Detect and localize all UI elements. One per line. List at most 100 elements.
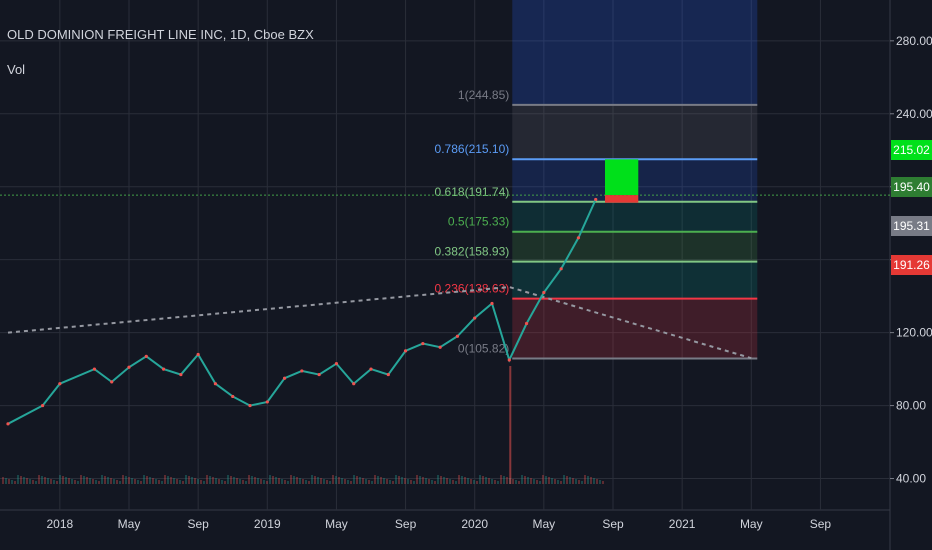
volume-bar xyxy=(512,479,514,484)
volume-bar xyxy=(5,478,7,484)
volume-bar xyxy=(377,476,379,484)
volume-bar xyxy=(578,480,580,484)
volume-bar xyxy=(161,481,163,484)
volume-bar xyxy=(491,479,493,484)
volume-bar xyxy=(521,475,523,484)
volume-bar xyxy=(569,477,571,484)
volume-bar xyxy=(380,477,382,484)
volume-bar xyxy=(335,476,337,484)
volume-bar xyxy=(248,475,250,484)
price-tag: 191.26 xyxy=(891,255,932,275)
price-point xyxy=(369,367,373,371)
volume-bar xyxy=(344,479,346,484)
volume-bar xyxy=(188,476,190,484)
volume-bar xyxy=(518,481,520,484)
volume-bar xyxy=(293,476,295,484)
volume-bar xyxy=(281,479,283,484)
fib-level-label: 0.5(175.33) xyxy=(448,215,509,229)
volume-bar xyxy=(14,481,16,484)
volume-bar xyxy=(398,476,400,484)
volume-bar xyxy=(572,478,574,484)
volume-bar xyxy=(44,477,46,484)
volume-bar xyxy=(128,477,130,484)
volume-bar xyxy=(413,481,415,484)
price-point xyxy=(403,349,408,353)
price-point xyxy=(127,365,131,369)
x-tick-label: 2018 xyxy=(47,517,74,531)
stop-box xyxy=(605,195,639,203)
volume-bar xyxy=(374,475,376,484)
volume-bar xyxy=(395,475,397,484)
x-tick-label: May xyxy=(740,517,763,531)
volume-bar xyxy=(482,476,484,484)
volume-bar xyxy=(428,479,430,484)
price-point xyxy=(248,403,252,408)
price-point xyxy=(92,367,97,371)
price-point xyxy=(196,352,200,357)
volume-bar xyxy=(101,475,103,484)
volume-bar xyxy=(455,481,457,484)
price-point xyxy=(265,400,269,404)
volume-bar xyxy=(284,480,286,484)
price-tag: 195.40 xyxy=(891,177,932,197)
volume-bar xyxy=(221,480,223,484)
volume-bar xyxy=(530,478,532,484)
fib-level-label: 0.236(138.63) xyxy=(435,282,510,296)
volume-bar xyxy=(83,476,85,484)
y-tick-label: 120.00 xyxy=(896,326,932,340)
volume-bar xyxy=(68,478,70,484)
volume-bar xyxy=(263,480,265,484)
fib-level-label: 1(244.85) xyxy=(458,88,509,102)
volume-bar xyxy=(602,481,604,484)
volume-bar xyxy=(269,475,271,484)
volume-bar xyxy=(251,476,253,484)
volume-bar xyxy=(299,478,301,484)
volume-bar xyxy=(95,480,97,484)
volume-bar xyxy=(260,479,262,484)
volume-bar xyxy=(152,478,154,484)
volume-bar xyxy=(209,476,211,484)
volume-bar xyxy=(596,479,598,484)
volume-bar xyxy=(218,479,220,484)
volume-bar xyxy=(317,477,319,484)
volume-bar xyxy=(41,476,43,484)
volume-bar xyxy=(110,478,112,484)
volume-bar xyxy=(230,476,232,484)
volume-bar xyxy=(227,475,229,484)
volume-bar xyxy=(338,477,340,484)
volume-bar xyxy=(587,476,589,484)
price-point xyxy=(6,422,10,426)
fib-level-label: 0.618(191.74) xyxy=(435,185,510,199)
volume-bar xyxy=(146,476,148,484)
volume-bar xyxy=(32,480,34,484)
volume-bar xyxy=(107,477,109,484)
volume-bar xyxy=(23,477,25,484)
volume-spike-bar xyxy=(509,366,512,484)
price-point xyxy=(542,290,546,295)
volume-bar xyxy=(305,480,307,484)
volume-bar xyxy=(401,477,403,484)
x-tick-label: Sep xyxy=(395,517,417,531)
price-point xyxy=(455,334,460,338)
volume-bar xyxy=(485,477,487,484)
x-tick-label: 2020 xyxy=(461,517,488,531)
price-point xyxy=(438,345,442,349)
volume-bar xyxy=(59,475,61,484)
volume-bar xyxy=(236,478,238,484)
price-axis-background xyxy=(890,0,932,550)
price-point xyxy=(386,372,390,377)
y-tick-label: 40.00 xyxy=(896,472,926,486)
volume-bar xyxy=(155,479,157,484)
price-point xyxy=(213,382,218,386)
volume-bar xyxy=(215,478,217,484)
volume-bar xyxy=(437,475,439,484)
price-point xyxy=(421,341,425,346)
volume-bar xyxy=(392,481,394,484)
x-tick-label: Sep xyxy=(602,517,624,531)
volume-bar xyxy=(590,477,592,484)
volume-bar xyxy=(434,481,436,484)
volume-bar xyxy=(290,475,292,484)
volume-bar xyxy=(545,476,547,484)
volume-bar xyxy=(404,478,406,484)
